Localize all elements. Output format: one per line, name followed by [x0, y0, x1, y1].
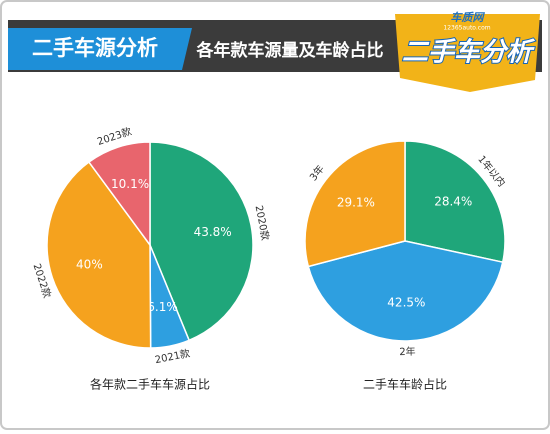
logo-text: 二手车分析 — [402, 38, 536, 68]
pie-slice — [307, 240, 504, 342]
value-label: 10.1% — [111, 177, 149, 191]
header-title: 各年款车源量及车龄占比 — [196, 40, 384, 61]
chart-title: 各年款二手车车源占比 — [90, 377, 210, 392]
header-tag: 二手车源分析 — [32, 36, 158, 60]
pie-slice — [149, 141, 254, 342]
value-label: 29.1% — [337, 196, 375, 210]
logo-site: 12365auto.com — [443, 25, 490, 32]
value-label: 28.4% — [434, 195, 472, 209]
logo-bg — [395, 14, 540, 92]
pie-slice — [404, 140, 506, 264]
logo-brand: 车质网 — [451, 11, 486, 24]
chart-title: 二手车车龄占比 — [363, 377, 447, 392]
value-label: 40% — [76, 258, 103, 272]
pie-slice — [87, 141, 151, 248]
value-label: 6.1% — [147, 300, 178, 314]
pie-slice — [304, 140, 406, 268]
value-label: 42.5% — [387, 295, 425, 309]
value-label: 43.8% — [194, 225, 232, 239]
pie-slice — [46, 161, 152, 349]
header-tag-bg — [8, 28, 192, 70]
category-label: 2年 — [399, 345, 416, 358]
